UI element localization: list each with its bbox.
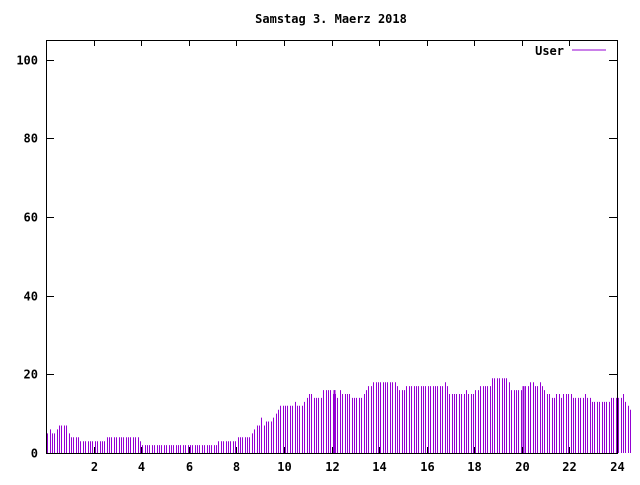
- y-tick-label: 20: [24, 368, 38, 382]
- x-tick-label: 10: [277, 460, 291, 474]
- chart-title: Samstag 3. Maerz 2018: [255, 12, 407, 26]
- x-tick-label: 22: [562, 460, 576, 474]
- x-tick-label: 6: [186, 460, 193, 474]
- x-tick-label: 20: [515, 460, 529, 474]
- y-tick-label: 0: [31, 447, 38, 461]
- y-tick-label: 40: [24, 290, 38, 304]
- bars-group: [47, 378, 631, 453]
- legend-label-user: User: [535, 44, 564, 58]
- x-tick-label: 24: [610, 460, 624, 474]
- y-tick-label: 100: [16, 54, 38, 68]
- x-tick-label: 12: [325, 460, 339, 474]
- x-tick-label: 18: [467, 460, 481, 474]
- y-tick-label: 60: [24, 211, 38, 225]
- x-tick-label: 16: [420, 460, 434, 474]
- x-tick-label: 8: [233, 460, 240, 474]
- x-tick-label: 14: [372, 460, 386, 474]
- y-tick-label: 80: [24, 132, 38, 146]
- x-tick-label: 2: [91, 460, 98, 474]
- x-tick-label: 4: [138, 460, 145, 474]
- legend: User: [535, 44, 606, 58]
